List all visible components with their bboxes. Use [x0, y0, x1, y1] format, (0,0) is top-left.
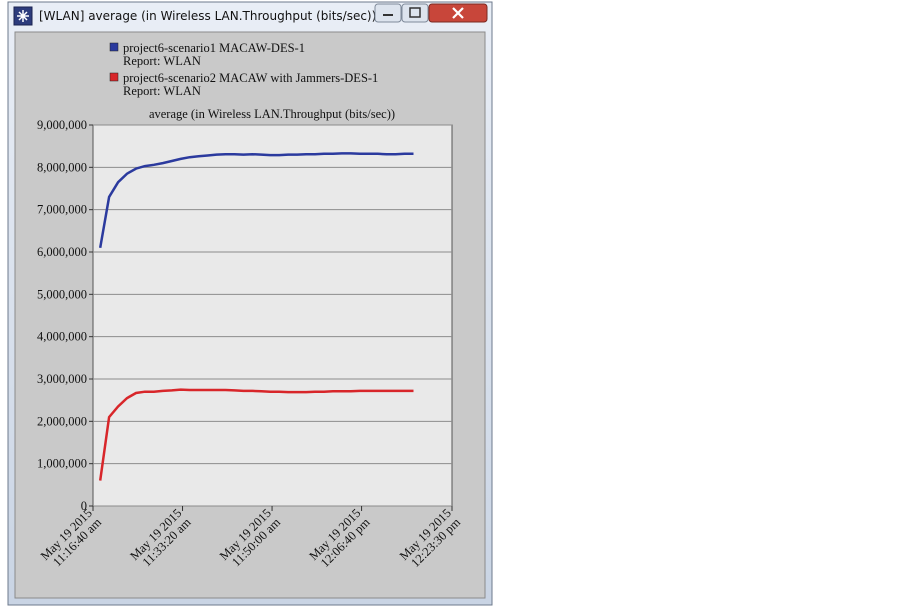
y-tick-label: 2,000,000 — [37, 414, 87, 428]
close-glyph — [452, 7, 464, 19]
plot-area — [92, 124, 453, 507]
series-line — [98, 152, 414, 249]
legend-report: Report: WLAN — [123, 84, 201, 98]
window-icon-star — [17, 10, 29, 22]
legend-swatch — [109, 42, 119, 52]
minimize-button[interactable] — [374, 3, 402, 23]
y-tick-label: 1,000,000 — [37, 457, 87, 471]
legend-label: project6-scenario1 MACAW-DES-1 — [123, 41, 305, 55]
y-tick-label: 5,000,000 — [37, 287, 87, 301]
y-tick-label: 0 — [81, 499, 87, 513]
y-tick-label: 4,000,000 — [37, 330, 87, 344]
y-tick-label: 7,000,000 — [37, 203, 87, 217]
legend-swatch — [109, 72, 119, 82]
y-tick-label: 9,000,000 — [37, 118, 87, 132]
maximize-glyph — [409, 7, 421, 18]
series-line — [98, 388, 414, 481]
y-tick-label: 3,000,000 — [37, 372, 87, 386]
y-tick-label: 6,000,000 — [37, 245, 87, 259]
maximize-button[interactable] — [401, 3, 429, 23]
chart-title: average (in Wireless LAN.Throughput (bit… — [149, 107, 395, 121]
y-tick-label: 8,000,000 — [37, 160, 87, 174]
legend-label: project6-scenario2 MACAW with Jammers-DE… — [123, 71, 378, 85]
legend-report: Report: WLAN — [123, 54, 201, 68]
window-title: [WLAN] average (in Wireless LAN.Throughp… — [39, 9, 376, 23]
